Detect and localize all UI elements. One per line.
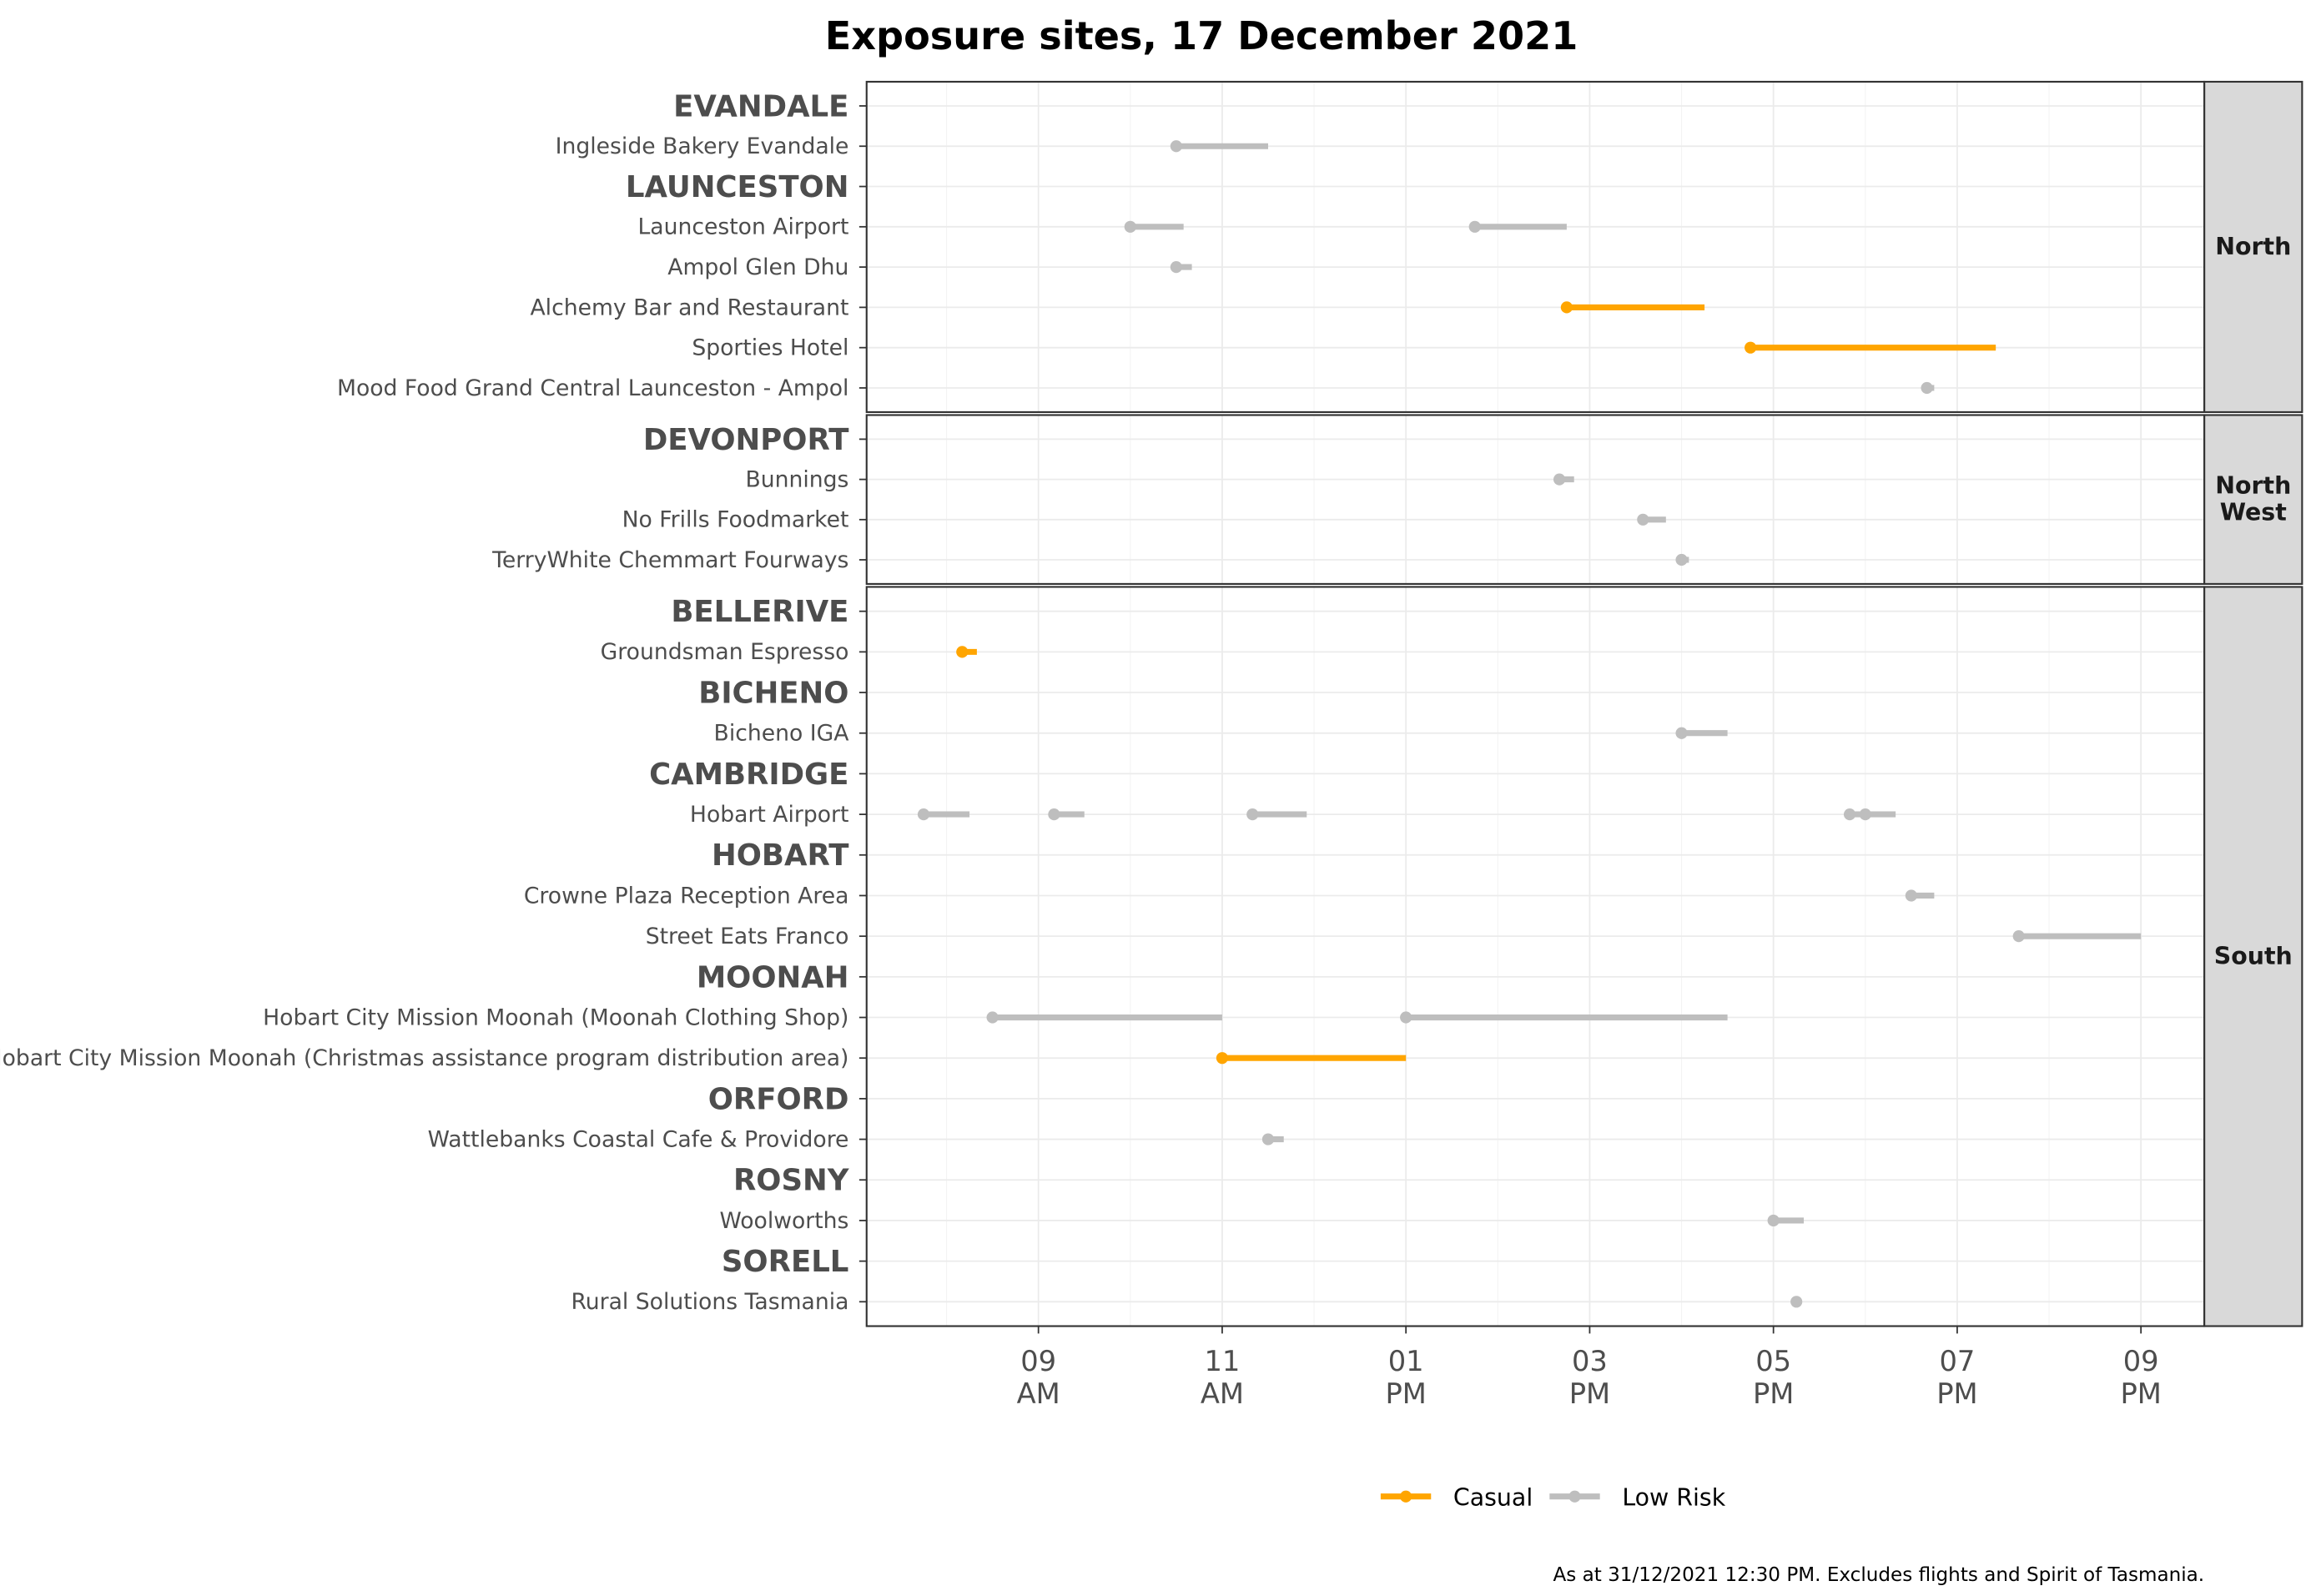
exposure-start-point <box>1553 473 1566 486</box>
site-label: Bicheno IGA <box>714 721 849 747</box>
exposure-start-point <box>1124 220 1136 233</box>
x-tick-label: AM <box>1201 1377 1244 1410</box>
site-label: Sporties Hotel <box>692 335 848 361</box>
facet-strip-label: West <box>2220 499 2287 526</box>
site-label: Launceston Airport <box>637 214 848 240</box>
exposure-start-point <box>1745 341 1757 354</box>
site-label: Woolworths <box>719 1208 848 1234</box>
exposure-start-point <box>1216 1052 1229 1065</box>
facet-strip-label: North <box>2215 472 2291 500</box>
legend: Casual Low Risk <box>1380 1483 1726 1511</box>
site-label: Alchemy Bar and Restaurant <box>530 295 848 320</box>
plot-area: EVANDALE Ingleside Bakery Evandale LAUNCES… <box>0 80 2303 1410</box>
chart-title: Exposure sites, 17 December 2021 <box>825 13 1578 58</box>
site-label: Rural Solutions Tasmania <box>571 1289 848 1315</box>
legend-key-point <box>1399 1490 1412 1503</box>
site-label: Bunnings <box>746 466 849 492</box>
x-tick-label: PM <box>1936 1377 1977 1410</box>
location-header-label: LAUNCESTON <box>626 170 849 204</box>
legend-key-point <box>1568 1490 1581 1503</box>
x-tick-label: 03 <box>1572 1345 1608 1377</box>
exposure-start-point <box>986 1011 999 1024</box>
exposure-start-point <box>2012 930 2025 943</box>
location-header-label: HOBART <box>712 838 849 873</box>
exposure-start-point <box>1261 1133 1275 1145</box>
x-tick-label: PM <box>2120 1377 2161 1410</box>
exposure-start-point <box>1400 1011 1412 1024</box>
exposure-start-point <box>917 808 930 821</box>
site-label: TerryWhite Chemmart Fourways <box>491 547 848 573</box>
site-label: Ingleside Bakery Evandale <box>556 133 849 159</box>
location-header-label: MOONAH <box>697 960 849 994</box>
x-tick-label: 09 <box>2123 1345 2159 1377</box>
facet-strip-label: South <box>2214 942 2293 969</box>
exposure-start-point <box>1560 301 1573 314</box>
exposure-start-point <box>1843 808 1856 821</box>
site-label: Street Eats Franco <box>646 924 849 949</box>
exposure-start-point <box>1767 1214 1780 1227</box>
exposure-start-point <box>1675 553 1688 566</box>
exposure-start-point <box>1048 808 1060 821</box>
location-header-label: CAMBRIDGE <box>649 758 848 792</box>
exposure-start-point <box>956 646 969 658</box>
exposure-start-point <box>1921 381 1933 395</box>
x-tick-label: PM <box>1753 1377 1794 1410</box>
site-label: Hobart City Mission Moonah (Moonah Cloth… <box>263 1004 848 1030</box>
exposure-start-point <box>1170 261 1182 274</box>
facet-strip <box>2203 414 2303 585</box>
site-label: Wattlebanks Coastal Cafe & Providore <box>428 1126 849 1152</box>
exposure-start-point <box>1859 808 1871 821</box>
location-header-label: EVANDALE <box>673 89 848 123</box>
exposure-start-point <box>1905 889 1917 902</box>
x-tick-label: AM <box>1017 1377 1060 1410</box>
exposure-start-point <box>1637 513 1649 526</box>
site-label: Hobart City Mission Moonah (Christmas as… <box>0 1045 848 1071</box>
location-header-label: ORFORD <box>708 1082 849 1116</box>
site-label: Hobart Airport <box>690 802 849 828</box>
location-header-label: ROSNY <box>733 1164 850 1198</box>
exposure-start-point <box>1790 1296 1803 1308</box>
legend-label: Low Risk <box>1622 1483 1725 1511</box>
site-label: Crowne Plaza Reception Area <box>524 883 849 909</box>
x-tick-label: PM <box>1385 1377 1426 1410</box>
location-header-label: BICHENO <box>698 676 848 710</box>
panel-background <box>866 415 2205 584</box>
legend-label: Casual <box>1453 1483 1533 1511</box>
x-tick-label: 01 <box>1388 1345 1424 1377</box>
facet-strip-label: North <box>2215 233 2291 260</box>
site-label: Ampol Glen Dhu <box>667 254 848 280</box>
location-header-label: DEVONPORT <box>643 423 849 457</box>
x-tick-label: 05 <box>1755 1345 1791 1377</box>
site-label: No Frills Foodmarket <box>622 507 849 533</box>
facet-strip <box>2203 80 2303 414</box>
panel-background <box>866 81 2205 412</box>
footnote: As at 31/12/2021 12:30 PM. Excludes flig… <box>1553 1564 2204 1586</box>
x-tick-label: 11 <box>1204 1345 1240 1377</box>
x-tick-label: 07 <box>1939 1345 1975 1377</box>
location-header-label: BELLERIVE <box>671 595 848 629</box>
exposure-start-point <box>1675 727 1688 739</box>
x-tick-label: 09 <box>1020 1345 1056 1377</box>
location-header-label: SORELL <box>722 1245 849 1279</box>
exposure-start-point <box>1170 140 1182 153</box>
site-label: Groundsman Espresso <box>601 639 849 665</box>
x-tick-label: PM <box>1569 1377 1610 1410</box>
panel-background <box>866 587 2205 1327</box>
exposure-start-point <box>1246 808 1259 821</box>
site-label: Mood Food Grand Central Launceston - Amp… <box>337 375 848 401</box>
facet-strip <box>2203 586 2303 1327</box>
exposure-start-point <box>1468 220 1481 233</box>
